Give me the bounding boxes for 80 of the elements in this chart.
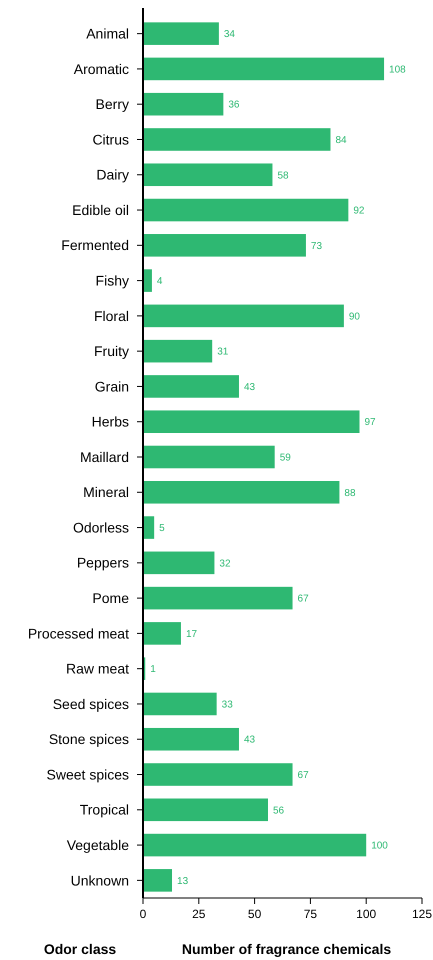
y-tick-label: Aromatic [74, 60, 129, 77]
bar [143, 58, 384, 80]
bar [143, 480, 340, 504]
bar [143, 728, 239, 751]
bar [143, 128, 330, 151]
data-label: 67 [298, 770, 310, 782]
data-label: 97 [364, 417, 376, 428]
data-label: 59 [280, 452, 292, 464]
bar [143, 22, 219, 45]
y-tick-label: Stone spices [48, 731, 129, 748]
data-label: 108 [389, 64, 406, 76]
y-tick-label: Pome [92, 590, 130, 606]
y-tick-label: Fishy [96, 272, 129, 288]
data-label: 92 [353, 206, 365, 217]
data-label: 17 [186, 628, 198, 640]
bar [143, 198, 348, 222]
bar [143, 586, 293, 610]
bar [143, 340, 212, 362]
data-label: 34 [224, 29, 236, 40]
x-tick-label: 100 [356, 907, 377, 921]
data-label: 88 [344, 488, 356, 499]
x-tick-label: 75 [304, 907, 318, 921]
bar [143, 375, 239, 398]
x-tick-label: 0 [140, 907, 147, 921]
data-label: 32 [219, 558, 231, 570]
x-tick-label: 50 [248, 907, 262, 921]
bar [143, 834, 366, 856]
y-tick-label: Mineral [83, 484, 129, 500]
y-tick-label: Floral [94, 308, 129, 324]
bar [143, 410, 360, 434]
data-label: 56 [272, 805, 285, 816]
y-tick-label: Herbs [92, 414, 129, 430]
y-tick-label: Seed spices [52, 696, 129, 712]
x-axis-title: Number of fragrance chemicals [182, 941, 392, 957]
bar [143, 304, 344, 328]
x-tick-label: 25 [192, 907, 206, 921]
y-tick-label: Fermented [61, 237, 129, 254]
data-label: 67 [298, 594, 310, 605]
y-tick-label: Vegetable [66, 836, 130, 853]
bar [143, 763, 293, 786]
bar [143, 234, 306, 257]
y-tick-label: Berry [96, 96, 129, 112]
data-label: 43 [244, 734, 256, 746]
data-label: 73 [310, 240, 322, 252]
y-tick-label: Sweet spices [46, 766, 129, 782]
y-tick-label: Citrus [92, 131, 129, 148]
x-tick-label: 125 [412, 907, 432, 921]
y-tick-label: Fruity [94, 343, 129, 360]
y-tick-label: Dairy [96, 166, 129, 183]
y-tick-label: Raw meat [66, 660, 130, 677]
bar [143, 692, 217, 716]
bar [143, 798, 268, 822]
y-tick-label: Grain [94, 378, 129, 394]
data-label: 33 [222, 699, 234, 710]
data-label: 100 [371, 840, 388, 852]
y-tick-label: Maillard [80, 448, 129, 465]
y-tick-label: Animal [86, 26, 129, 42]
data-label: 58 [277, 170, 290, 182]
y-tick-label: Peppers [76, 554, 129, 571]
y-axis-title: Odor class [44, 941, 116, 957]
data-label: 31 [217, 346, 229, 358]
y-tick-label: Processed meat [28, 625, 130, 642]
bar [143, 163, 272, 186]
data-label: 84 [335, 134, 348, 146]
data-label: 90 [348, 311, 360, 322]
data-label: 36 [228, 100, 240, 111]
y-tick-label: Tropical [80, 802, 129, 818]
bar [143, 552, 214, 574]
y-tick-label: Unknown [70, 872, 129, 888]
bar [143, 622, 181, 645]
data-label: 5 [159, 523, 166, 534]
bar [143, 869, 172, 892]
y-tick-label: Odorless [72, 519, 129, 536]
bar [143, 446, 275, 468]
data-label: 4 [156, 276, 163, 288]
y-tick-label: Edible oil [72, 202, 129, 218]
bar [143, 92, 224, 116]
data-label: 1 [150, 664, 156, 676]
data-label: 13 [177, 876, 189, 887]
data-label: 43 [244, 382, 256, 393]
